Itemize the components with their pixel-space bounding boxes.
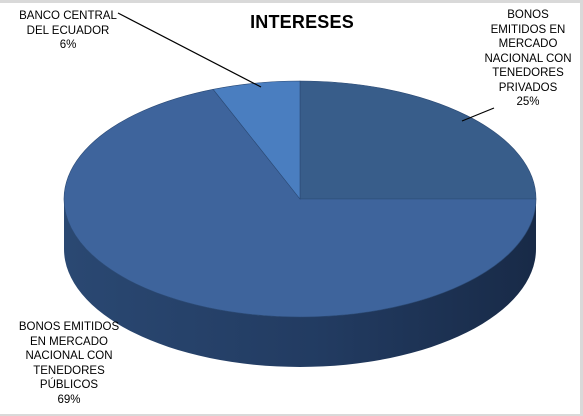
- slice-label-line: BONOS: [507, 9, 549, 21]
- slice-value-label: 6%: [59, 39, 77, 51]
- slice-label-line: DEL ECUADOR: [26, 24, 110, 37]
- slice-label-line: MERCADO: [498, 38, 558, 50]
- slice-label-line: NACIONAL CON: [25, 350, 113, 362]
- slice-label-line: TENEDORES: [492, 67, 564, 79]
- leader-line-tenedores-privados: [461, 107, 495, 122]
- slice-label-line: BONOS EMITIDOS: [18, 321, 120, 333]
- pie-slice-tenedores-privados: [299, 80, 537, 200]
- chart-border-right: [580, 0, 583, 416]
- slice-label-line: TENEDORES: [33, 364, 105, 377]
- pie-slice-banco-central: [212, 80, 301, 200]
- slice-label-line: BANCO CENTRAL: [19, 10, 117, 22]
- chart-border-bottom: [0, 414, 583, 416]
- leader-line-banco-central: [117, 12, 262, 88]
- slice-label-line: PRIVADOS: [498, 81, 558, 94]
- chart-title: INTERESES: [250, 12, 354, 32]
- slice-value-label: 25%: [516, 96, 540, 108]
- slice-label-banco-central: BANCO CENTRAL DEL ECUADOR 6%: [8, 9, 128, 53]
- slice-label-line: NACIONAL CON: [484, 52, 572, 65]
- slice-label-line: PÚBLICOS: [39, 379, 99, 391]
- slice-label-tenedores-publicos: BONOS EMITIDOS EN MERCADO NACIONAL CON T…: [6, 320, 132, 407]
- slice-label-tenedores-privados: BONOS EMITIDOS EN MERCADO NACIONAL CON T…: [467, 8, 583, 110]
- slice-label-line: EMITIDOS EN: [490, 23, 566, 36]
- pie-side-wall: [64, 199, 536, 367]
- chart-border-top: [0, 0, 583, 3]
- pie-slice-tenedores-publicos: [63, 88, 537, 318]
- slice-label-line: EN MERCADO: [30, 335, 108, 348]
- slice-value-label: 69%: [57, 393, 81, 406]
